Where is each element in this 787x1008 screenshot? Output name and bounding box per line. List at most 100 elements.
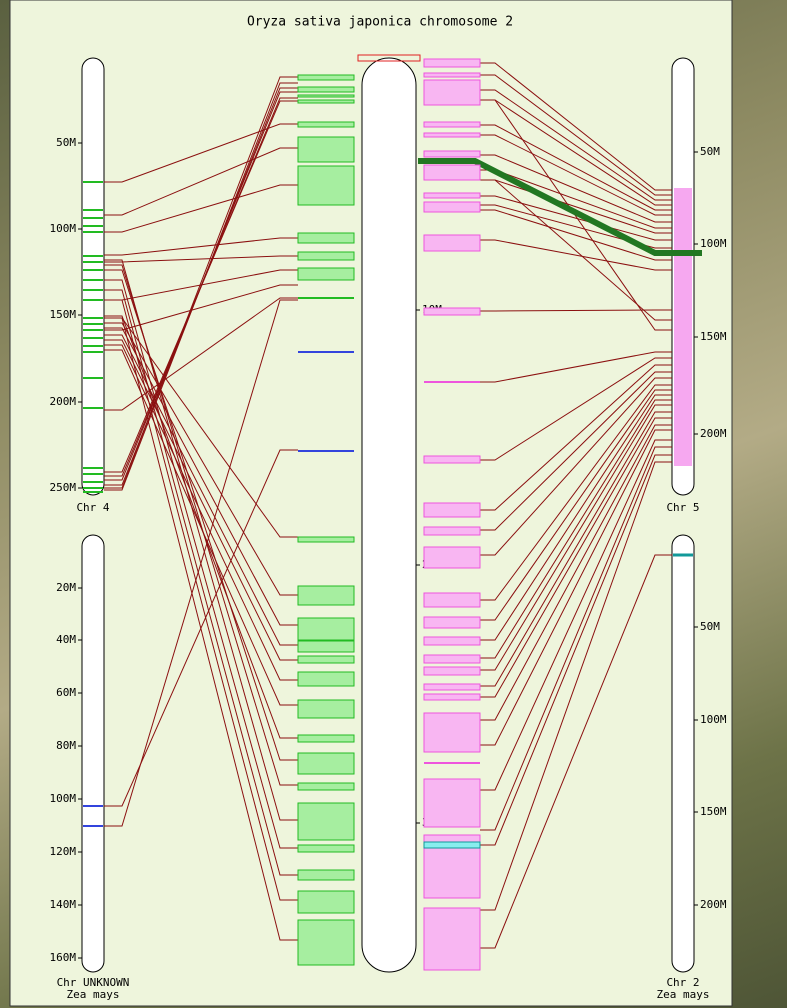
tick-label: 50M: [700, 620, 720, 633]
tick-label: 60M: [56, 686, 76, 699]
synteny-link: [104, 344, 298, 681]
synteny-link: [480, 411, 672, 687]
synteny-link: [480, 404, 672, 671]
synteny-link: [104, 339, 298, 661]
tick-label: 200M: [700, 427, 727, 440]
synteny-block: [297, 671, 355, 687]
synteny-block: [423, 150, 481, 158]
synteny-block: [297, 165, 355, 206]
tick-label: 150M: [700, 805, 727, 818]
tick-label: 50M: [700, 145, 720, 158]
tick-label: 140M: [50, 898, 77, 911]
synteny-block: [297, 74, 355, 81]
synteny-block: [423, 712, 481, 753]
synteny-block: [297, 232, 355, 244]
synteny-block: [297, 734, 355, 743]
chromosome-label: Chr 5: [666, 501, 699, 514]
synteny-block: [423, 693, 481, 701]
feature: [423, 841, 481, 849]
synteny-block: [423, 455, 481, 464]
synteny-link: [480, 446, 672, 831]
synteny-link: [480, 62, 672, 191]
tick-label: 100M: [50, 792, 77, 805]
synteny-block: [423, 201, 481, 213]
synteny-block: [297, 136, 355, 163]
synteny-link: [480, 377, 672, 556]
synteny-block: [423, 526, 481, 536]
synteny-link: [104, 299, 298, 901]
synteny-link: [480, 124, 672, 211]
synteny-link: [418, 158, 702, 256]
synteny-link: [480, 439, 672, 791]
chromosome: [81, 57, 105, 496]
synteny-link: [104, 315, 298, 739]
tick-label: 160M: [50, 951, 77, 964]
synteny-link: [480, 351, 672, 383]
synteny-block: [297, 536, 355, 543]
synteny-block: [297, 890, 355, 914]
synteny-link: [104, 327, 298, 626]
synteny-link: [480, 417, 672, 698]
synteny-link: [480, 394, 672, 641]
synteny-block: [423, 121, 481, 128]
title: Oryza sativa japonica chromosome 2: [247, 15, 513, 30]
synteny-block: [423, 636, 481, 646]
synteny-link: [480, 389, 672, 621]
synteny-link: [480, 309, 672, 312]
synteny-link: [480, 154, 672, 223]
synteny-block: [297, 267, 355, 281]
tick-label: 150M: [700, 330, 727, 343]
synteny-block: [297, 699, 355, 719]
synteny-block: [297, 640, 355, 653]
species-label: Zea mays: [67, 988, 120, 1001]
synteny-block: [297, 617, 355, 641]
synteny-block: [423, 666, 481, 676]
synteny-block: [423, 58, 481, 68]
synteny-block: [297, 585, 355, 606]
synteny-block: [297, 752, 355, 775]
tick-label: 150M: [50, 308, 77, 321]
synteny-block: [423, 616, 481, 629]
synteny-link: [104, 184, 298, 233]
synteny-link: [480, 384, 672, 601]
synteny-link: [104, 334, 298, 646]
synteny-block: [423, 907, 481, 971]
synteny-block: [423, 132, 481, 138]
synteny-block: [297, 86, 355, 93]
synteny-block: [297, 919, 355, 966]
tick-label: 250M: [50, 481, 77, 494]
synteny-link: [480, 429, 672, 746]
synteny-block: [297, 802, 355, 841]
synteny-link: [480, 461, 672, 911]
tick-label: 200M: [50, 395, 77, 408]
tick-label: 20M: [56, 581, 76, 594]
synteny-link: [480, 357, 672, 461]
synteny-link: [480, 371, 672, 531]
feature-band: [674, 188, 692, 466]
synteny-link: [480, 195, 672, 241]
synteny-block: [423, 592, 481, 608]
synteny-link: [104, 297, 298, 411]
synteny-link: [480, 209, 672, 261]
tick-label: 50M: [56, 136, 76, 149]
synteny-link: [104, 264, 298, 786]
synteny-block: [423, 546, 481, 569]
chromosome-label: Chr 4: [76, 501, 109, 514]
synteny-block: [423, 683, 481, 691]
chromosome-label: Chr 2: [666, 976, 699, 989]
tick-label: 80M: [56, 739, 76, 752]
synteny-block: [423, 778, 481, 828]
synteny-block: [297, 655, 355, 664]
synteny-block: [297, 99, 355, 104]
synteny-block: [297, 844, 355, 853]
synteny-link: [480, 424, 672, 721]
synteny-block: [297, 121, 355, 128]
tick-label: 120M: [50, 845, 77, 858]
synteny-link: [104, 237, 298, 256]
synteny-link: [104, 299, 298, 827]
tick-label: 100M: [700, 713, 727, 726]
synteny-block: [423, 72, 481, 78]
chromosome: [671, 534, 695, 973]
marker: [357, 54, 421, 62]
chromosome: [81, 534, 105, 973]
